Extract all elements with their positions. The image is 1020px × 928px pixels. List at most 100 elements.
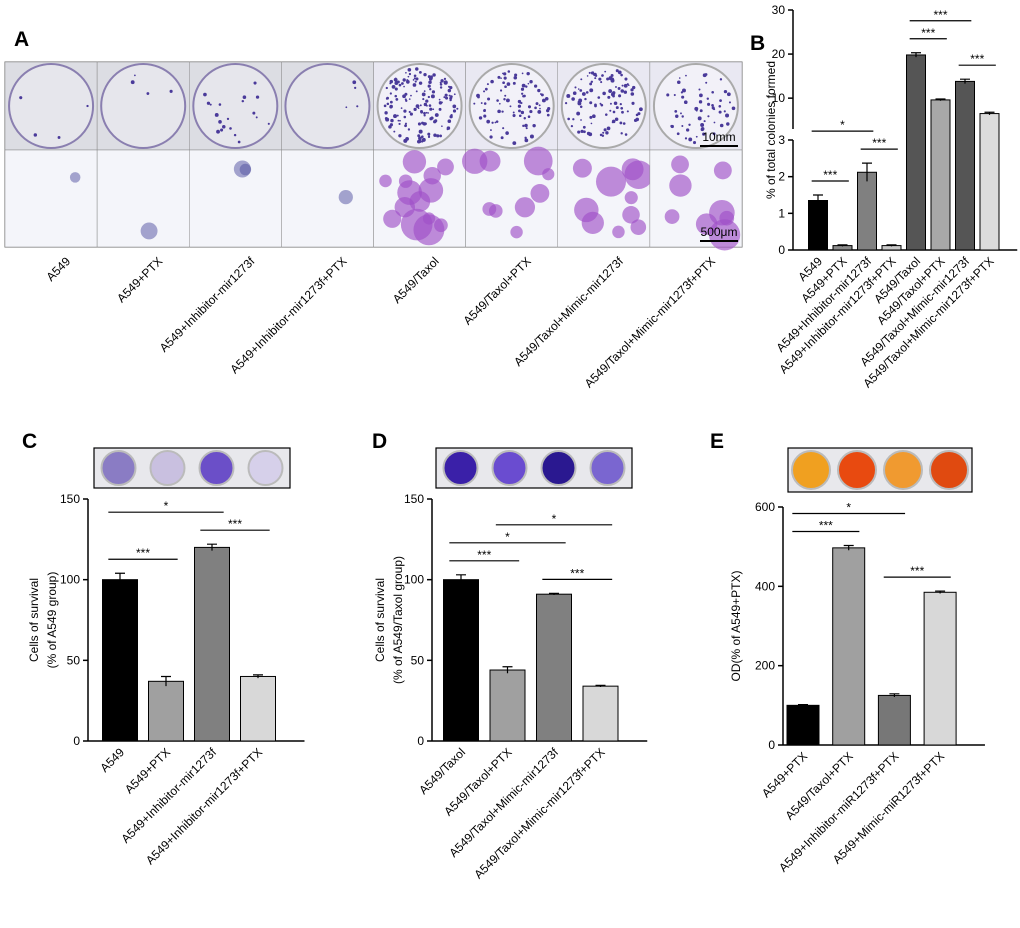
significance-label: *** (933, 8, 947, 22)
colony (527, 115, 531, 118)
y-tick-label: 600 (755, 500, 775, 514)
colony (590, 80, 594, 83)
cell-cluster (462, 148, 488, 174)
colony (443, 77, 447, 80)
colony (698, 88, 701, 91)
cell-cluster (338, 190, 353, 205)
colony (218, 120, 222, 124)
cell-cluster (523, 146, 553, 176)
error-bar (862, 162, 872, 182)
colony (398, 134, 402, 138)
colony (419, 104, 422, 107)
colony (527, 105, 532, 109)
colony (620, 73, 623, 77)
colony (623, 83, 628, 88)
colony (719, 78, 723, 81)
plate (284, 63, 371, 149)
colony (494, 121, 497, 124)
colony (673, 93, 676, 97)
colony (241, 99, 245, 103)
colony (255, 95, 260, 99)
colony (352, 80, 357, 85)
colony (413, 107, 417, 111)
colony (718, 110, 722, 114)
cell-cluster (664, 209, 680, 224)
colony (399, 119, 401, 122)
cell-cluster (671, 155, 689, 174)
colony (356, 105, 359, 108)
colony (704, 73, 707, 75)
colony (527, 82, 530, 85)
y-axis-label: % of total colonies formed (764, 61, 778, 199)
colony (452, 104, 457, 109)
colony (499, 102, 501, 105)
colony (505, 98, 510, 103)
colony (680, 112, 682, 115)
colony (588, 132, 593, 137)
colony (478, 116, 483, 120)
colony (525, 127, 528, 130)
significance-label: * (840, 118, 845, 132)
cell-cluster (510, 225, 523, 239)
colony (418, 136, 422, 141)
colony (608, 89, 613, 93)
well (883, 450, 923, 490)
colony (608, 76, 613, 81)
y-axis-label: (% of A549 group) (45, 572, 59, 669)
colony (431, 90, 436, 94)
cell-cluster (572, 158, 592, 178)
colony (389, 92, 392, 95)
y-tick-label: 2 (778, 170, 785, 184)
colony (214, 113, 219, 117)
well (540, 450, 577, 486)
colony (615, 106, 619, 110)
cell-cluster (140, 222, 158, 240)
colony (389, 79, 394, 84)
colony (597, 96, 601, 99)
colony (497, 75, 501, 79)
error-bar (886, 244, 897, 247)
significance-label: * (164, 499, 169, 513)
colony (607, 95, 611, 99)
y-tick-label: 150 (404, 492, 424, 506)
colony (702, 132, 706, 136)
colony (483, 90, 486, 93)
cell-cluster (624, 191, 638, 205)
colony (146, 92, 150, 95)
colony (507, 70, 511, 73)
cell-cluster (422, 212, 436, 225)
colony (524, 138, 529, 143)
colony (415, 67, 419, 71)
colony (585, 91, 589, 94)
colony (403, 115, 407, 119)
colony (564, 101, 568, 105)
colony (393, 130, 396, 133)
colony (422, 98, 425, 101)
colony (427, 135, 431, 139)
colony (639, 107, 643, 112)
y-tick-label: 3 (778, 133, 785, 147)
colony (389, 105, 393, 109)
colony (220, 128, 224, 132)
colony (707, 102, 711, 106)
well (791, 450, 831, 490)
bar (906, 54, 926, 251)
significance-label: *** (228, 517, 242, 531)
y-tick-label: 30 (772, 3, 786, 17)
colony (630, 88, 634, 92)
plate (468, 63, 555, 149)
well (100, 450, 137, 486)
colony (429, 107, 433, 111)
colony (404, 122, 408, 125)
bar (102, 579, 138, 742)
colony (524, 136, 527, 140)
colony (526, 71, 530, 76)
colony (705, 81, 708, 84)
cell-cluster (402, 150, 427, 174)
panel-letter: B (750, 32, 765, 55)
y-tick-label: 0 (417, 734, 424, 748)
colony (432, 73, 436, 77)
colony (571, 97, 574, 100)
colony (695, 109, 698, 112)
colony (593, 72, 597, 77)
